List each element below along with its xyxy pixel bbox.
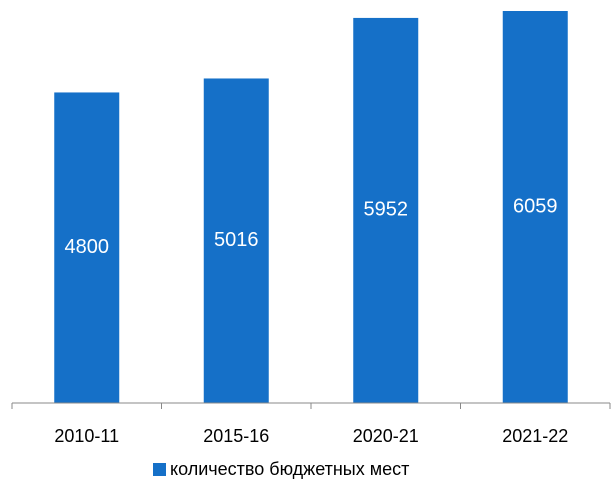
x-tick-label: 2021-22 [502, 426, 568, 446]
x-tick-label: 2015-16 [203, 426, 269, 446]
legend-swatch [153, 463, 166, 476]
value-label: 5016 [214, 229, 259, 251]
legend-label: количество бюджетных мест [170, 459, 409, 479]
bar [54, 92, 120, 403]
x-tick-label: 2010-11 [54, 426, 119, 446]
value-label: 4800 [65, 236, 110, 258]
x-tick-label: 2020-21 [353, 426, 419, 446]
bar [502, 11, 568, 403]
value-label: 5952 [364, 199, 409, 221]
value-label: 6059 [513, 195, 558, 217]
bar [353, 17, 419, 403]
bar [203, 78, 269, 403]
